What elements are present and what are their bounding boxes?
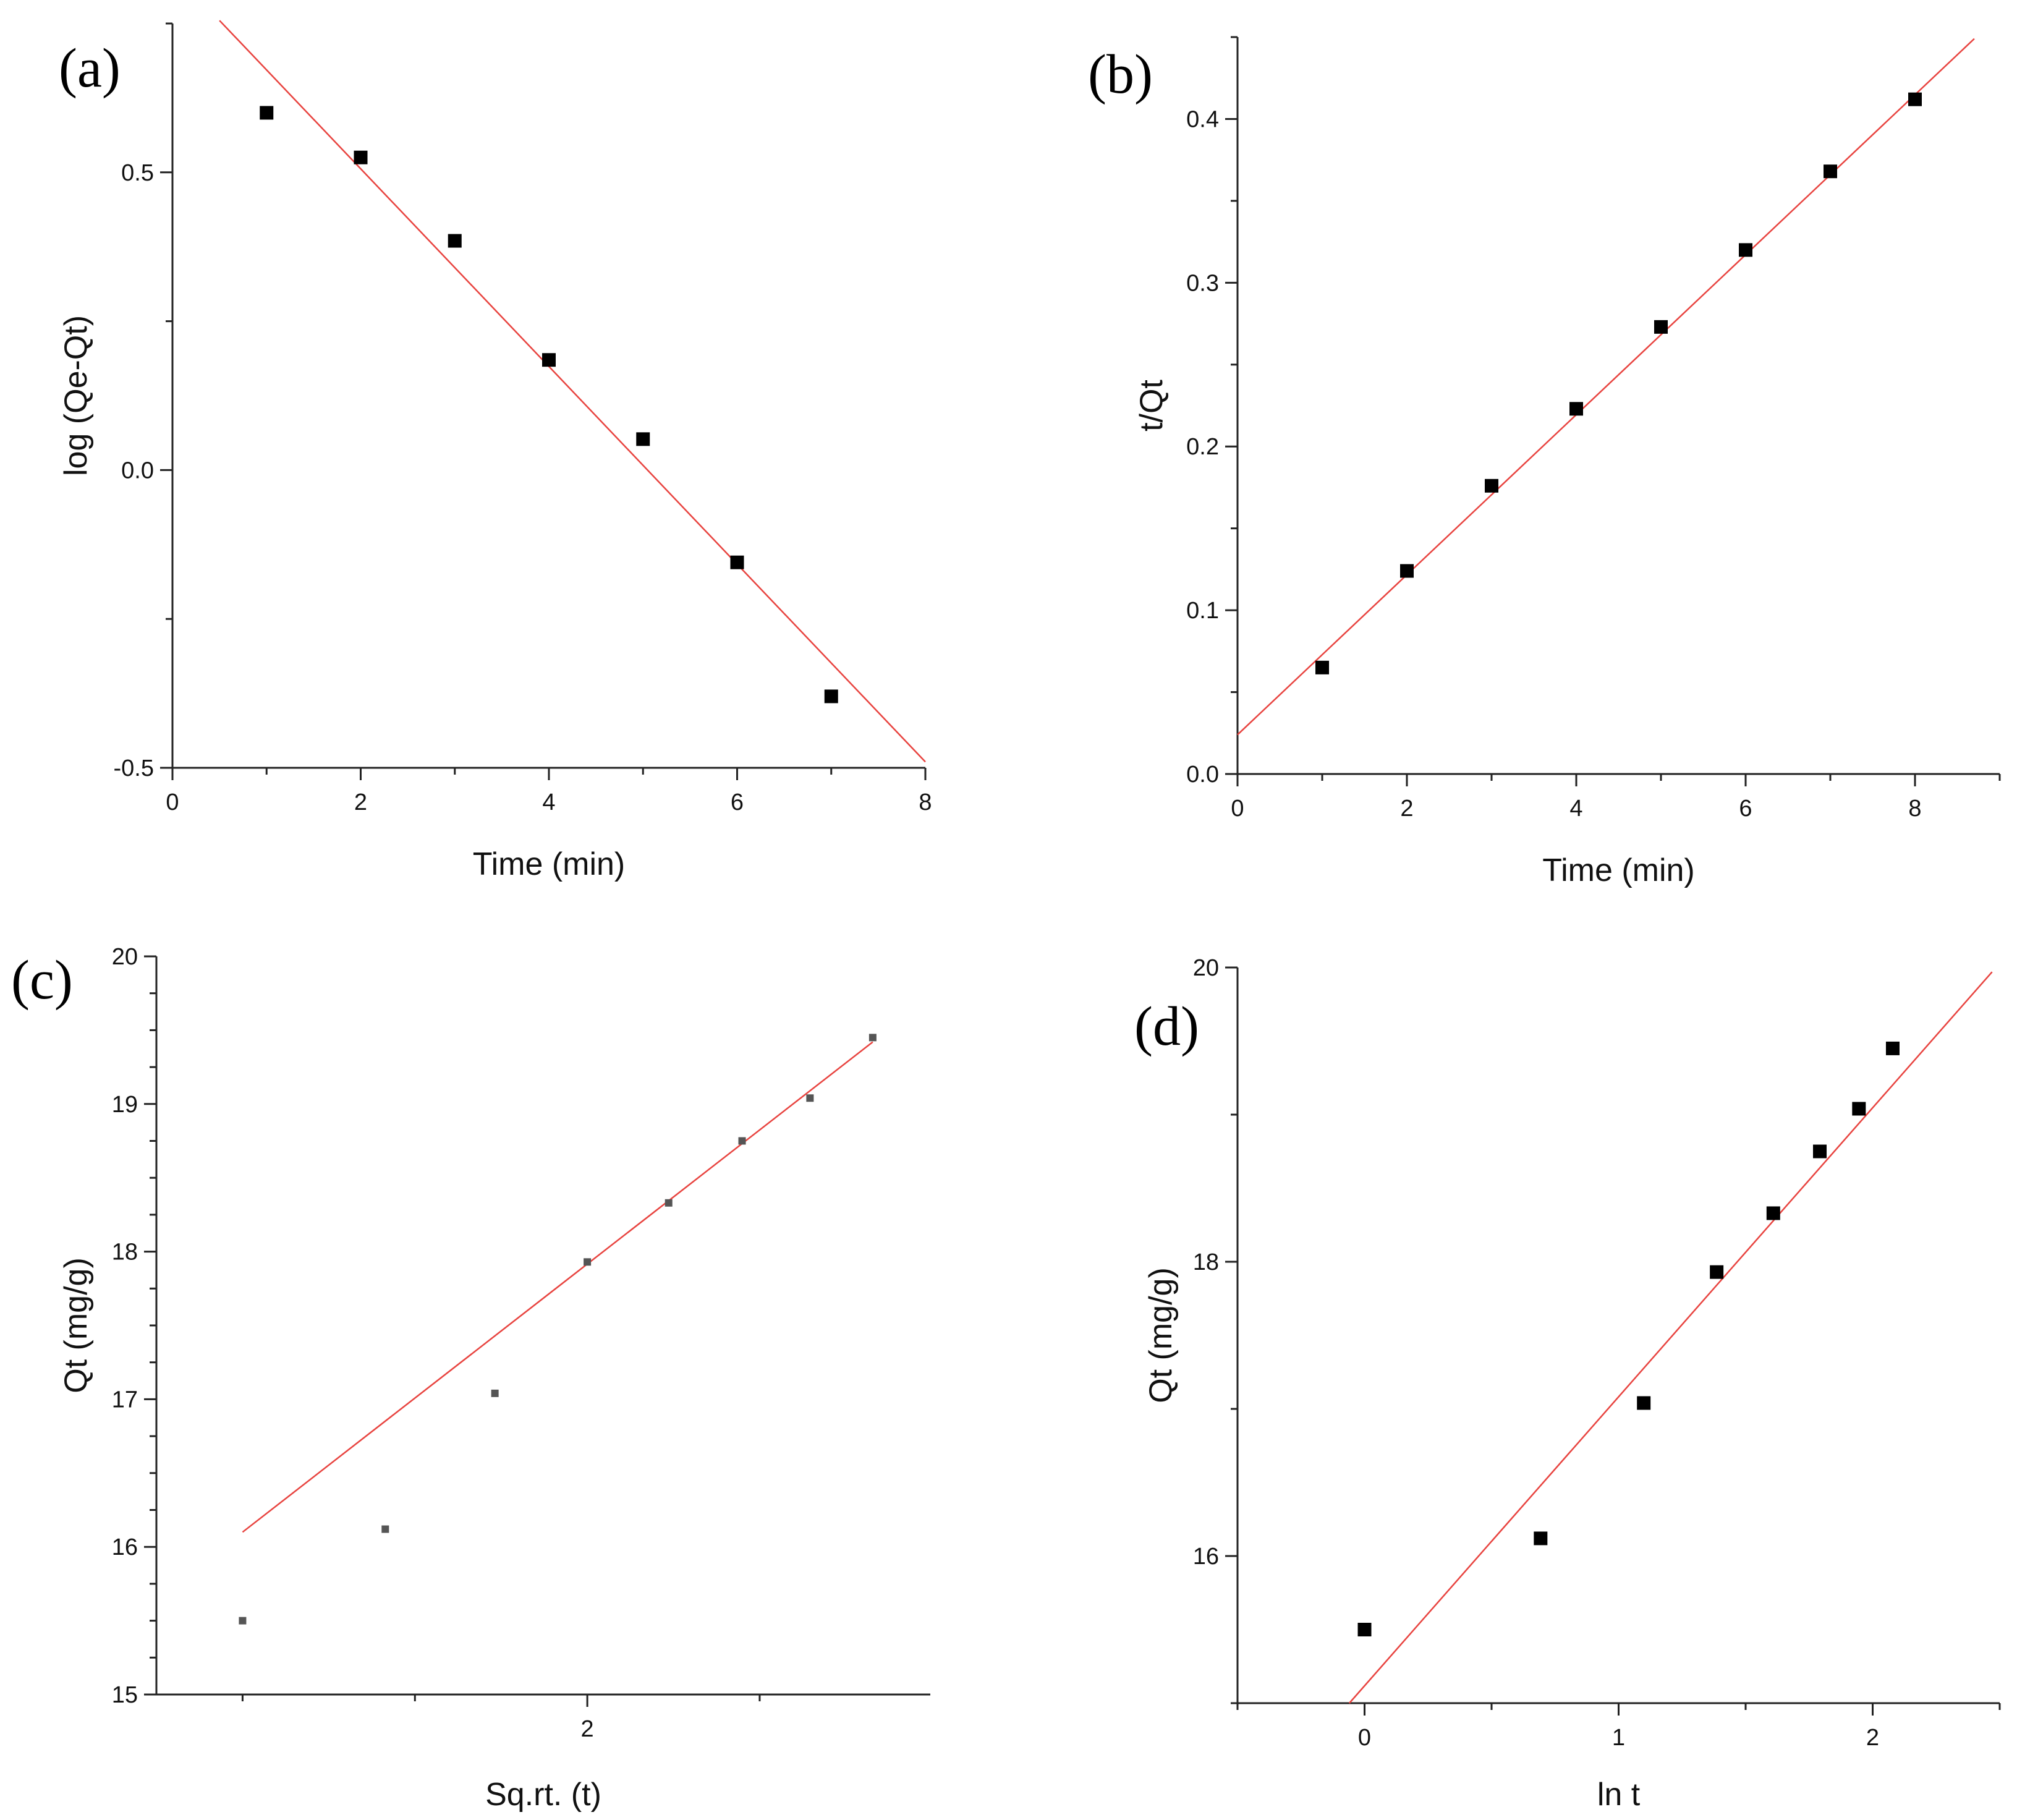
panel-label: (a) [59,38,121,99]
data-point [1852,1102,1866,1116]
x-axis-title: ln t [1597,1777,1641,1813]
data-point [665,1199,673,1207]
x-tick-label: 6 [731,789,744,815]
x-tick-label: 8 [1908,796,1921,822]
y-tick-label: 18 [1193,1249,1219,1275]
x-tick-label: 4 [542,789,555,815]
data-point [636,432,650,446]
panel-label: (d) [1134,996,1199,1057]
y-tick-label: 16 [112,1534,138,1560]
panel-label: (c) [11,950,73,1011]
data-point [354,150,368,164]
panel-b: 0 2 4 6 8 0.0 0.1 0.2 0.3 0.4 Time (min) t/Qt (b) [1088,36,2001,888]
x-axis-title: Time (min) [473,846,626,882]
panel-c: 2 15 16 17 18 19 20 Sq.rt. (t) Qt (mg/g) (c) [11,944,930,1813]
data-point [1637,1396,1651,1410]
data-point [1485,478,1498,493]
y-tick-label: 18 [112,1240,138,1265]
data-point [868,1034,877,1042]
x-tick-label: 2 [1400,796,1413,822]
data-point [491,1389,499,1397]
x-tick-label: 2 [1866,1725,1879,1751]
y-tick-label: 15 [112,1682,138,1708]
data-point [1357,1623,1372,1636]
y-tick-label: 0.2 [1186,434,1219,460]
y-tick-label: 0.1 [1186,598,1219,624]
data-point [448,234,462,248]
data-point [260,106,274,120]
data-point [806,1094,814,1102]
y-tick-label: 17 [112,1387,138,1413]
data-point [730,555,744,569]
x-tick-label: 0 [1358,1725,1371,1751]
linear-fit-line [1348,971,1993,1704]
x-tick-label: 1 [1612,1725,1625,1751]
y-axis-title: Qt (mg/g) [1143,1267,1179,1403]
x-tick-label: 2 [581,1716,594,1742]
x-axis-title: Time (min) [1542,853,1695,888]
y-tick-label: 19 [112,1092,138,1118]
y-tick-label: 0.0 [1186,762,1219,788]
data-point [1908,92,1922,106]
panel-d: 0 1 2 16 18 20 ln t Qt (mg/g) (d) [1134,955,2001,1813]
y-axis-title: log (Qe-Qt) [58,315,94,476]
data-point [1885,1041,1900,1055]
data-point [1766,1206,1780,1220]
panel-a: 0 2 4 6 8 -0.5 0.0 0.5 Time (min) log (Qe-Qt) (a) [58,20,932,882]
y-axis-title: t/Qt [1134,380,1170,432]
data-point [1739,243,1752,257]
data-point [1654,320,1668,334]
y-tick-label: 0.4 [1186,106,1219,132]
data-point [1534,1531,1548,1546]
data-point [381,1525,389,1533]
linear-fit-line [219,20,926,763]
data-point [1824,164,1837,179]
x-axis-title: Sq.rt. (t) [485,1777,601,1813]
y-tick-label: 16 [1193,1544,1219,1570]
y-axis-title: Qt (mg/g) [58,1257,94,1393]
data-point [1569,402,1583,416]
y-tick-label: -0.5 [114,755,154,781]
x-tick-label: 4 [1569,796,1582,822]
data-point [824,689,838,704]
y-tick-label: 0.3 [1186,270,1219,296]
x-tick-label: 2 [354,789,367,815]
x-tick-label: 0 [1231,796,1244,822]
data-point [584,1258,592,1266]
y-tick-label: 20 [1193,955,1219,981]
data-point [1710,1265,1724,1279]
linear-fit-line [242,1041,873,1533]
panel-label: (b) [1088,44,1153,105]
data-point [1400,564,1414,578]
y-tick-label: 0.5 [121,160,154,186]
data-point [738,1137,746,1145]
x-tick-label: 6 [1739,796,1752,822]
data-point [239,1617,247,1625]
data-point [1315,660,1329,674]
data-point [1813,1144,1827,1159]
x-tick-label: 0 [166,789,179,815]
x-tick-label: 8 [919,789,932,815]
data-point [542,353,556,367]
linear-fit-line [1237,38,1975,736]
y-tick-label: 0.0 [121,457,154,483]
y-tick-label: 20 [112,944,138,970]
